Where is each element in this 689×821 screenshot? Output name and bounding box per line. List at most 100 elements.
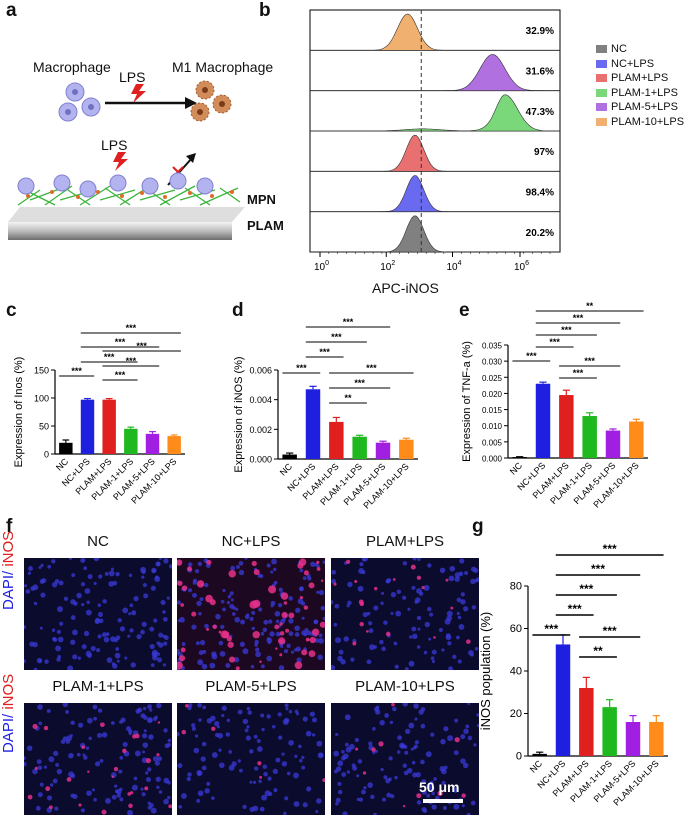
significance-label: *** bbox=[126, 356, 137, 366]
micro-title-plam1-lps: PLAM-1+LPS bbox=[52, 678, 144, 695]
percentage-label: 31.6% bbox=[526, 67, 554, 78]
legend-swatch bbox=[596, 74, 607, 83]
y-tick-label: 0 bbox=[44, 450, 49, 460]
bar-NC+LPS bbox=[535, 383, 551, 458]
lps-label-bottom: LPS bbox=[101, 137, 128, 153]
significance-label: ** bbox=[593, 644, 603, 658]
x-tick-label: NC bbox=[508, 460, 525, 477]
bar-PLAM+LPS bbox=[329, 421, 344, 459]
significance-label: *** bbox=[136, 341, 147, 351]
bar-PLAM-1+LPS bbox=[602, 707, 617, 756]
bar-PLAM+LPS bbox=[102, 399, 116, 454]
significance-label: *** bbox=[603, 542, 617, 556]
bar-PLAM+LPS bbox=[579, 688, 594, 756]
significance-label: *** bbox=[296, 363, 307, 373]
dapi-inos-label-row2: DAPI/ iNOS bbox=[0, 673, 17, 753]
y-tick-label: 0.030 bbox=[482, 358, 503, 367]
micrograph-plam10-lps bbox=[331, 703, 479, 815]
significance-label: *** bbox=[568, 602, 582, 616]
legend-label: PLAM-1+LPS bbox=[611, 86, 678, 99]
bar-PLAM-1+LPS bbox=[352, 436, 367, 459]
m1-macrophage-icon bbox=[190, 80, 232, 122]
bar-PLAM-5+LPS bbox=[625, 722, 641, 756]
y-tick-label: 0.002 bbox=[249, 425, 272, 435]
y-tick-label: 40 bbox=[510, 666, 522, 678]
significance-label: *** bbox=[354, 378, 365, 388]
histogram-PLAM-5+LPS bbox=[309, 54, 561, 91]
significance-label: *** bbox=[366, 363, 377, 373]
bar-PLAM-10+LPS bbox=[629, 421, 644, 458]
legend-item: PLAM+LPS bbox=[596, 71, 684, 86]
micro-title-nc: NC bbox=[87, 533, 109, 550]
significance-label: *** bbox=[549, 337, 560, 347]
bar-PLAM-1+LPS bbox=[124, 428, 138, 454]
y-tick-label: 60 bbox=[510, 623, 522, 635]
y-tick-label: 50 bbox=[39, 422, 49, 432]
dapi-inos-label-row1: DAPI/ iNOS bbox=[0, 530, 17, 610]
bar-NC+LPS bbox=[80, 399, 95, 454]
legend-label: PLAM-10+LPS bbox=[611, 115, 685, 128]
y-tick-label: 0.010 bbox=[482, 422, 503, 431]
percentage-label: 20.2% bbox=[526, 228, 554, 239]
percentage-label: 98.4% bbox=[526, 188, 554, 199]
y-axis-label: Expression of Inos (%) bbox=[13, 357, 25, 468]
y-tick-label: 0.004 bbox=[249, 395, 272, 405]
y-tick-label: 0.035 bbox=[482, 342, 503, 351]
chart-d: 0.000 0.002 0.004 0.006 Expression of iNOS (… bbox=[233, 317, 418, 511]
x-tick-label: 102 bbox=[380, 260, 395, 273]
legend-swatch bbox=[596, 45, 607, 54]
micro-title-nc-lps: NC+LPS bbox=[221, 533, 281, 550]
y-axis-label: iNOS population (%) bbox=[478, 612, 493, 731]
significance-label: *** bbox=[526, 351, 537, 361]
y-tick-label: 0.006 bbox=[249, 366, 272, 376]
legend-swatch bbox=[596, 59, 607, 68]
significance-label: *** bbox=[104, 352, 115, 362]
y-tick-label: 0.000 bbox=[249, 455, 272, 465]
significance-label: ** bbox=[586, 301, 594, 311]
legend-item: NC+LPS bbox=[596, 57, 684, 72]
panel-label-g: g bbox=[472, 516, 484, 537]
y-tick-label: 0 bbox=[516, 751, 522, 763]
x-tick-label: 104 bbox=[447, 260, 462, 273]
micrograph-nc-lps bbox=[177, 558, 325, 670]
panel-b-flow-histogram: 32.9% 31.6% 47.3% 97% 98.4% 20.2% 100 102 104 106 bbox=[309, 9, 561, 273]
significance-label: *** bbox=[544, 622, 558, 636]
panel-label-c: c bbox=[6, 300, 17, 321]
legend-label: PLAM-5+LPS bbox=[611, 101, 678, 114]
histogram-PLAM-10+LPS bbox=[309, 13, 561, 51]
significance-label: *** bbox=[71, 366, 82, 376]
panel-b-legend: NC NC+LPS PLAM+LPS PLAM-1+LPS PLAM-5+LPS PLAM… bbox=[596, 42, 684, 129]
significance-label: *** bbox=[573, 368, 584, 378]
micrograph-nc bbox=[24, 558, 172, 670]
panel-label-d: d bbox=[232, 300, 244, 321]
histogram-PLAM-1+LPS bbox=[310, 94, 560, 132]
bar-NC bbox=[59, 442, 73, 454]
x-tick-label: 106 bbox=[514, 260, 529, 273]
significance-label: *** bbox=[573, 313, 584, 323]
legend-label: NC bbox=[611, 43, 627, 56]
histogram-PLAM+LPS bbox=[309, 134, 561, 172]
bar-NC bbox=[532, 753, 547, 756]
micrograph-plam1-lps bbox=[24, 703, 172, 815]
chart-e: 0.000 0.005 0.010 0.015 0.020 0.025 0.030 0.035… bbox=[461, 301, 648, 510]
panel-label-e: e bbox=[459, 300, 470, 321]
bar-PLAM-10+LPS bbox=[399, 439, 414, 459]
micrograph-plam-lps bbox=[331, 558, 479, 670]
macrophage-label: Macrophage bbox=[33, 59, 111, 75]
scale-bar-label: 50 μm bbox=[419, 779, 460, 795]
y-tick-label: 0.000 bbox=[482, 455, 503, 464]
legend-item: PLAM-1+LPS bbox=[596, 86, 684, 101]
mpn-label: MPN bbox=[247, 192, 276, 207]
micro-title-plam5-lps: PLAM-5+LPS bbox=[205, 678, 297, 695]
percentage-label: 47.3% bbox=[526, 107, 554, 118]
x-tick-label: NC bbox=[278, 461, 295, 478]
bar-NC bbox=[282, 454, 297, 459]
percentage-label: 97% bbox=[534, 147, 554, 158]
percentage-label: 32.9% bbox=[526, 26, 554, 37]
plam-label: PLAM bbox=[247, 218, 284, 233]
panel-label-b: b bbox=[259, 0, 271, 21]
legend-item: PLAM-10+LPS bbox=[596, 115, 684, 130]
bar-PLAM-5+LPS bbox=[145, 433, 160, 454]
plam-substrate bbox=[8, 222, 232, 240]
